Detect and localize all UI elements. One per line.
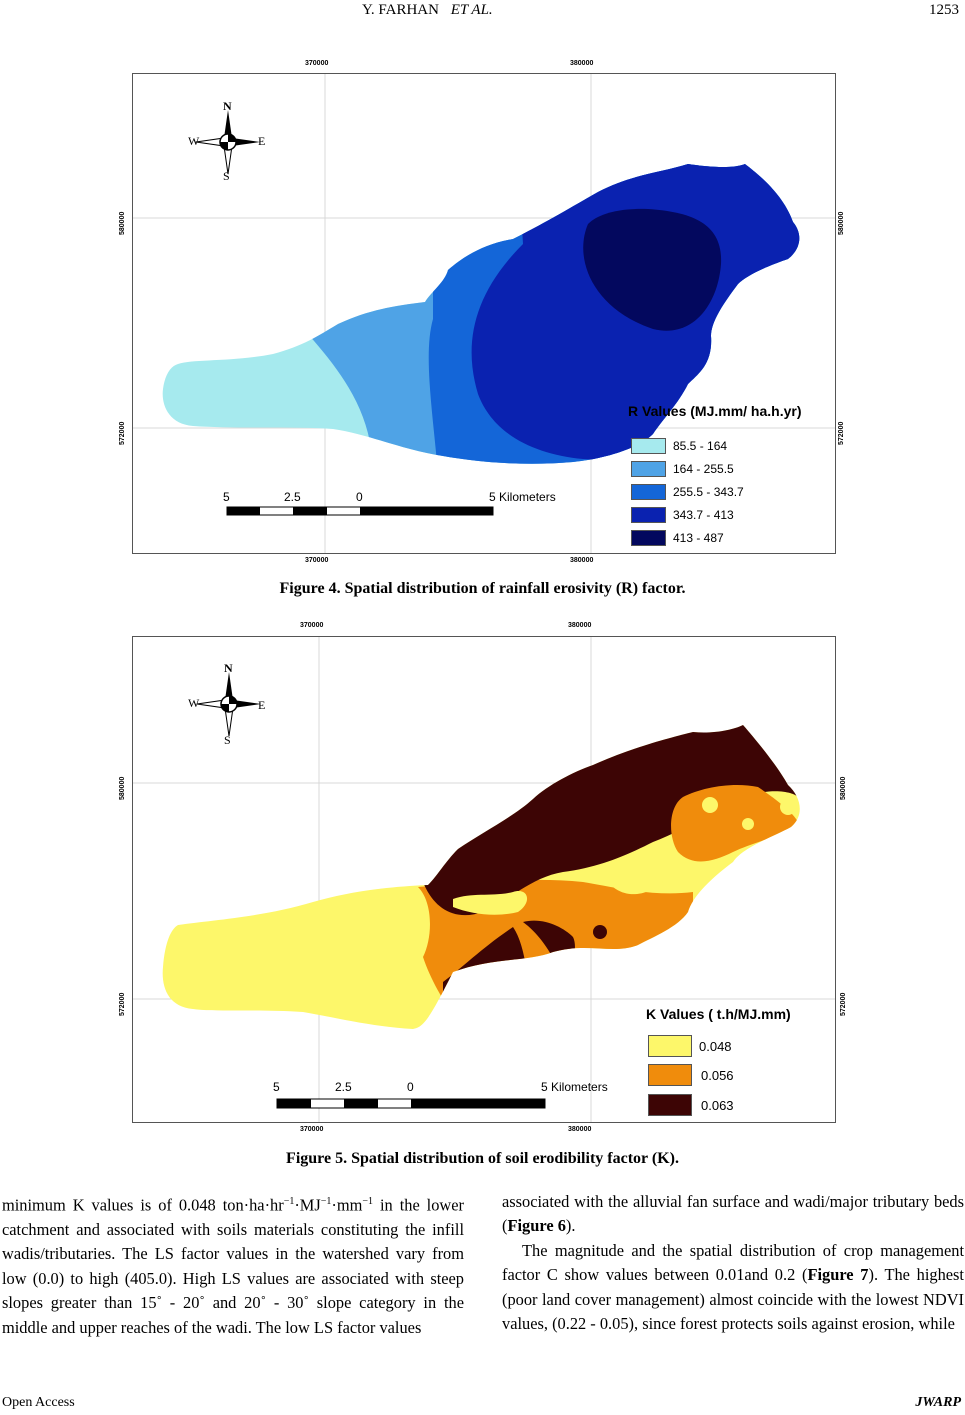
figure-5-svg [133,637,835,1122]
running-header: Y. FARHAN ET AL. [362,2,493,19]
coord-x-bottom: 380000 [568,1126,592,1133]
coord-y-left: 580000 [119,211,126,235]
legend-label: 0.048 [699,1039,732,1054]
legend-swatch [648,1035,692,1057]
compass-s: S [224,733,231,747]
coord-y-right: 580000 [838,211,845,235]
legend-swatch [648,1064,692,1086]
compass-e: E [258,134,266,148]
coord-y-right: 572000 [838,421,845,445]
footer-journal: JWARP [915,1395,961,1410]
legend-swatch [631,438,666,454]
scale-label-2-5: 2.5 [284,490,301,504]
paragraph: The magnitude and the spatial distributi… [502,1240,964,1334]
coord-y-left: 572000 [119,992,126,1016]
compass-rose-icon [196,672,261,737]
compass-n: N [224,661,233,675]
header-et-al: ET AL. [450,2,493,18]
page-number: 1253 [929,2,959,18]
coord-x-top: 380000 [570,60,594,67]
coord-x-bottom: 370000 [300,1126,324,1133]
compass-e: E [258,698,266,712]
scale-bar [276,1098,546,1109]
legend-swatch [631,507,666,523]
legend-swatch [631,530,666,546]
scale-bar [226,506,494,516]
figure-ref[interactable]: Figure 7 [807,1265,869,1285]
legend-swatch [631,484,666,500]
scale-label-5: 5 [273,1080,280,1094]
coord-y-right: 580000 [840,776,847,800]
figure-5-caption: Figure 5. Spatial distribution of soil e… [286,1150,679,1167]
compass-w: W [188,696,200,710]
scale-label-km: 5 Kilometers [541,1080,608,1094]
figure-ref[interactable]: Figure 6 [507,1216,566,1236]
footer-open-access: Open Access [2,1395,75,1410]
body-column-left: minimum K values is of 0.048 ton·ha·hr−1… [2,1190,464,1340]
legend-label: 0.056 [701,1068,734,1083]
body-column-right: associated with the alluvial fan surface… [502,1190,964,1336]
legend-label: 343.7 - 413 [673,508,734,522]
legend-title: K Values ( t.h/MJ.mm) [646,1006,791,1022]
legend-label: 164 - 255.5 [673,462,734,476]
compass-rose-icon [195,110,260,175]
scale-label-0: 0 [356,490,363,504]
figure-4-caption: Figure 4. Spatial distribution of rainfa… [279,580,686,597]
coord-y-left: 572000 [119,421,126,445]
coord-x-bottom: 370000 [305,557,329,564]
legend-title: R Values (MJ.mm/ ha.h.yr) [628,403,802,419]
legend-label: 413 - 487 [673,531,724,545]
scale-label-5: 5 [223,490,230,504]
paragraph: minimum K values is of 0.048 ton·ha·hr−1… [2,1195,464,1337]
coord-y-left: 580000 [119,776,126,800]
compass-w: W [188,134,200,148]
legend-label: 85.5 - 164 [673,439,728,453]
coord-x-top: 370000 [305,60,329,67]
header-authors: Y. FARHAN [362,2,439,18]
coord-x-top: 380000 [568,622,592,629]
legend-swatch [648,1094,692,1116]
legend-label: 255.5 - 343.7 [673,485,744,499]
coord-x-bottom: 380000 [570,557,594,564]
compass-n: N [223,99,232,113]
paragraph: associated with the alluvial fan surface… [502,1192,964,1236]
figure-4-map: N S W E 5 2.5 0 5 Kilometers R Values (M… [132,73,836,554]
compass-s: S [223,169,230,183]
legend-swatch [631,461,666,477]
scale-label-0: 0 [407,1080,414,1094]
figure-5-map: N S W E 5 2.5 0 5 Kilometers K Values ( … [132,636,836,1123]
coord-y-right: 572000 [840,992,847,1016]
figure-4-svg [133,74,835,553]
scale-label-km: 5 Kilometers [489,490,556,504]
scale-label-2-5: 2.5 [335,1080,352,1094]
legend-label: 0.063 [701,1098,734,1113]
coord-x-top: 370000 [300,622,324,629]
